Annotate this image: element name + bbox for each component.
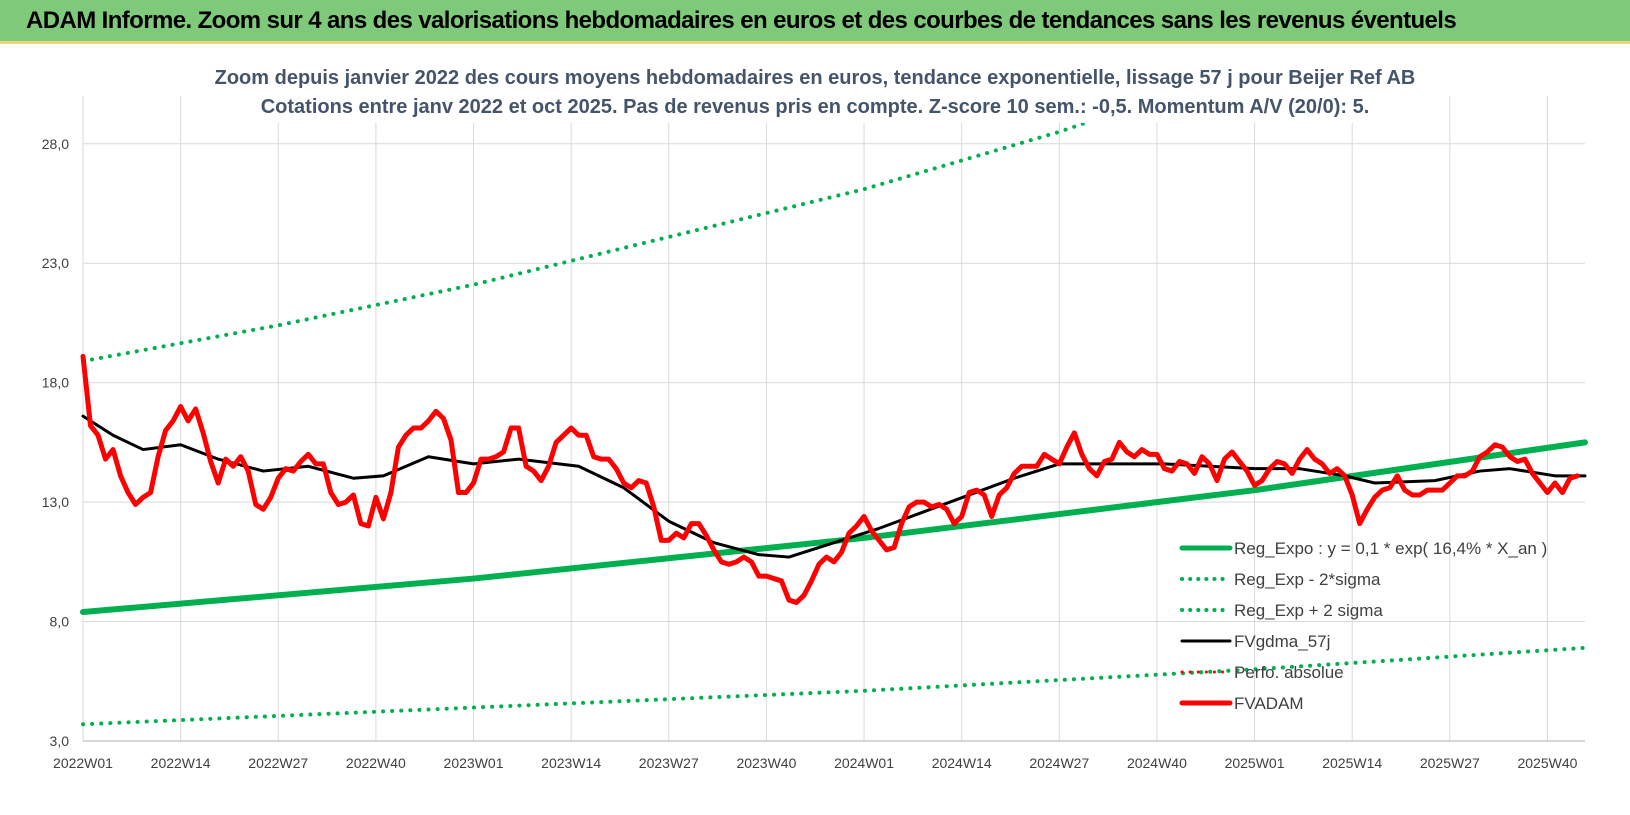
x-tick-label: 2024W14 <box>932 755 992 771</box>
x-tick-label: 2023W27 <box>639 755 699 771</box>
x-tick-label: 2024W40 <box>1127 755 1187 771</box>
series-lines <box>80 96 1588 727</box>
legend-reg-expo: Reg_Expo : y = 0,1 * exp( 16,4% * X_an ) <box>1179 539 1547 558</box>
chart-title-background <box>255 61 1375 123</box>
legend-label: Reg_Exp - 2*sigma <box>1234 570 1381 589</box>
reg-expo-line <box>80 439 1588 615</box>
report-title: ADAM Informe. Zoom sur 4 ans des valoris… <box>26 7 1457 34</box>
chart-background <box>0 44 1630 815</box>
legend-label: FVADAM <box>1234 694 1304 713</box>
fvgdma-57j-line <box>81 414 1587 559</box>
chart-title-line2: Cotations entre janv 2022 et oct 2025. P… <box>261 96 1370 118</box>
legend-label: FVgdma_57j <box>1234 632 1330 651</box>
legend-perfo-absolue: Perfo. absolue <box>1180 663 1344 682</box>
legend-label: Perfo. absolue <box>1234 663 1344 682</box>
axis-ticks: 2022W01 2022W14 2022W27 2022W40 2023W01 2023W… <box>42 136 1578 771</box>
legend: Reg_Expo : y = 0,1 * exp( 16,4% * X_an )… <box>1179 539 1547 713</box>
x-tick-label: 2025W27 <box>1420 755 1480 771</box>
chart-title-line1: Zoom depuis janvier 2022 des cours moyen… <box>215 67 1416 89</box>
x-tick-label: 2023W01 <box>444 755 504 771</box>
x-tick-label: 2023W14 <box>541 755 601 771</box>
legend-label: Reg_Exp + 2 sigma <box>1234 601 1383 620</box>
y-tick-label: 8,0 <box>50 614 70 630</box>
x-tick-label: 2023W40 <box>736 755 796 771</box>
reg-exp-minus-2sigma-line <box>81 645 1587 727</box>
legend-reg-exp-plus: Reg_Exp + 2 sigma <box>1180 601 1383 620</box>
y-tick-label: 3,0 <box>50 733 70 749</box>
legend-label: Reg_Expo : y = 0,1 * exp( 16,4% * X_an ) <box>1234 539 1547 558</box>
y-tick-label: 18,0 <box>42 375 69 391</box>
x-tick-label: 2025W01 <box>1225 755 1285 771</box>
x-tick-label: 2022W27 <box>248 755 308 771</box>
legend-fvadam: FVADAM <box>1179 694 1304 713</box>
x-tick-label: 2024W27 <box>1029 755 1089 771</box>
x-tick-label: 2024W01 <box>834 755 894 771</box>
x-tick-label: 2022W14 <box>151 755 211 771</box>
y-tick-label: 28,0 <box>42 136 69 152</box>
legend-reg-exp-minus: Reg_Exp - 2*sigma <box>1180 570 1381 589</box>
x-tick-label: 2022W40 <box>346 755 406 771</box>
chart: Zoom depuis janvier 2022 des cours moyen… <box>0 44 1630 815</box>
x-tick-label: 2025W14 <box>1322 755 1382 771</box>
report-header: ADAM Informe. Zoom sur 4 ans des valoris… <box>0 0 1630 44</box>
reg-exp-plus-2sigma-line <box>81 96 1171 364</box>
gridlines <box>82 96 1585 742</box>
x-tick-label: 2025W40 <box>1517 755 1577 771</box>
legend-fvgdma: FVgdma_57j <box>1180 632 1330 651</box>
y-tick-label: 13,0 <box>42 494 69 510</box>
fvadam-line <box>80 353 1580 605</box>
x-tick-label: 2022W01 <box>53 755 113 771</box>
y-tick-label: 23,0 <box>42 255 69 271</box>
